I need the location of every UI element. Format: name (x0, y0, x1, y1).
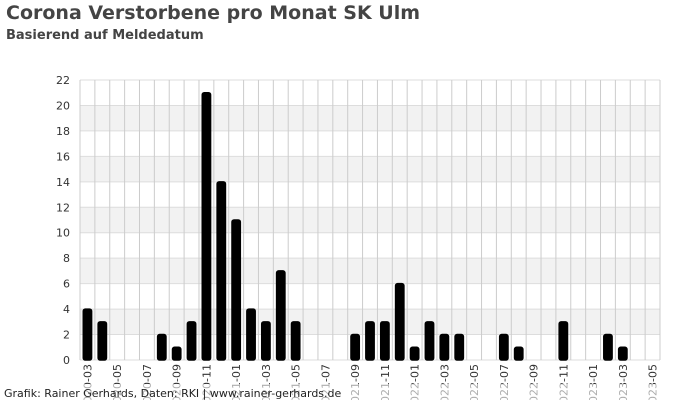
bar (275, 270, 286, 361)
chart-title: Corona Verstorbene pro Monat SK Ulm (6, 2, 420, 24)
bar (498, 333, 509, 361)
bar (290, 321, 301, 361)
bar (394, 282, 405, 361)
y-tick-label: 16 (56, 150, 70, 163)
y-tick-label: 8 (63, 252, 70, 265)
y-tick-label: 4 (63, 303, 70, 316)
bar (603, 333, 613, 361)
y-tick-label: 22 (56, 74, 70, 87)
bar (171, 346, 182, 361)
grid-band (80, 207, 660, 233)
grid-band (80, 105, 660, 131)
bar (246, 308, 256, 361)
bar (439, 333, 450, 361)
bar (186, 321, 197, 361)
bar (513, 346, 524, 361)
bar (617, 346, 628, 361)
bar (156, 333, 167, 361)
footer: Grafik: Rainer Gerhards, Daten: RKI | ww… (4, 387, 342, 400)
bar (409, 346, 420, 361)
grid-band (80, 156, 660, 182)
bar (201, 91, 212, 361)
bar (231, 219, 242, 361)
y-tick-label: 0 (63, 354, 70, 367)
bar (379, 321, 390, 361)
bar (350, 333, 361, 361)
y-tick-label: 12 (56, 201, 70, 214)
bar (82, 308, 93, 361)
bar (216, 181, 227, 361)
y-tick-label: 2 (63, 329, 70, 342)
y-tick-label: 18 (56, 125, 70, 138)
chart-subtitle: Basierend auf Meldedatum (6, 28, 204, 43)
footer-bg (0, 384, 700, 400)
bar (365, 321, 375, 361)
bar (97, 321, 108, 361)
bar (260, 321, 271, 361)
y-tick-label: 20 (56, 99, 70, 112)
bar (424, 321, 435, 361)
y-tick-label: 6 (63, 278, 70, 291)
bar (454, 333, 465, 361)
grid-band (80, 258, 660, 284)
y-tick-label: 14 (56, 176, 70, 189)
bar (558, 321, 569, 361)
y-tick-label: 10 (56, 227, 70, 240)
